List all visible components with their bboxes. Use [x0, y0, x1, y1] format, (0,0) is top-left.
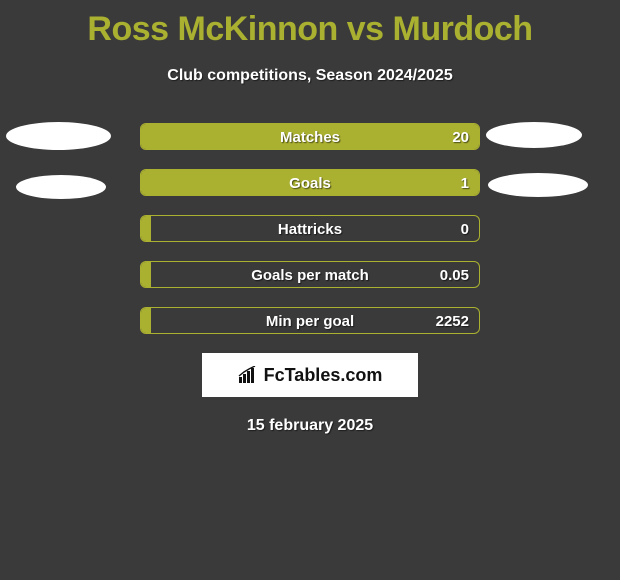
comparison-title: Ross McKinnon vs Murdoch: [0, 0, 620, 49]
comparison-subtitle: Club competitions, Season 2024/2025: [0, 67, 620, 85]
stat-value: 0: [461, 216, 469, 242]
player-ellipse: [486, 122, 582, 148]
stat-value: 20: [452, 124, 469, 150]
stat-value: 1: [461, 170, 469, 196]
stat-value: 0.05: [440, 262, 469, 288]
stat-label: Goals: [141, 170, 479, 196]
player-ellipse: [488, 173, 588, 197]
stat-value: 2252: [436, 308, 469, 334]
stat-row: Matches 20: [140, 123, 480, 150]
stat-row: Hattricks 0: [140, 215, 480, 242]
stat-row: Min per goal 2252: [140, 307, 480, 334]
left-player-marks: [6, 122, 116, 224]
brand-text: FcTables.com: [264, 365, 383, 386]
player-ellipse: [16, 175, 106, 199]
stat-label: Min per goal: [141, 308, 479, 334]
stat-label: Goals per match: [141, 262, 479, 288]
player-ellipse: [6, 122, 111, 150]
stats-bars: Matches 20 Goals 1 Hattricks 0 Goals per…: [140, 123, 480, 334]
brand-box[interactable]: FcTables.com: [202, 353, 418, 397]
right-player-marks: [490, 122, 600, 222]
stat-row: Goals 1: [140, 169, 480, 196]
chart-icon: [238, 366, 260, 384]
footer-date: 15 february 2025: [0, 417, 620, 435]
stat-label: Matches: [141, 124, 479, 150]
stat-row: Goals per match 0.05: [140, 261, 480, 288]
stat-label: Hattricks: [141, 216, 479, 242]
